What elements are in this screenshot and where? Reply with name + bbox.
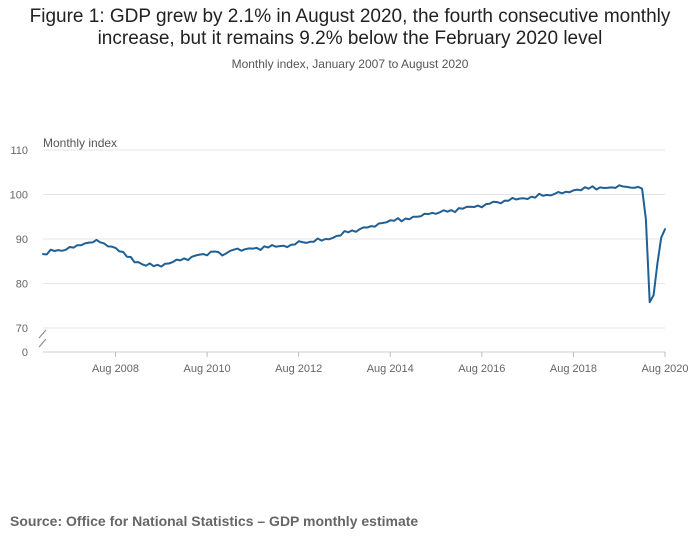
y-tick-label: 90: [16, 234, 28, 246]
series-group: [42, 184, 666, 304]
y-tick-label: 80: [16, 279, 28, 291]
axis-break-marker: [38, 329, 47, 348]
chart-title: Figure 1: GDP grew by 2.1% in August 202…: [29, 6, 671, 49]
source-note: Source: Office for National Statistics –…: [10, 513, 419, 529]
y-tick-label: 0: [22, 347, 28, 359]
x-tick-label: Aug 2014: [367, 363, 414, 375]
chart-subtitle: Monthly index, January 2007 to August 20…: [231, 57, 469, 71]
y-tick-label: 70: [16, 323, 28, 335]
y-tick-label: 100: [10, 190, 28, 202]
x-tick-label: Aug 2020: [641, 363, 688, 375]
y-axis-label: Monthly index: [43, 136, 117, 150]
x-tick-label: Aug 2010: [184, 363, 231, 375]
x-tick-label: Aug 2008: [92, 363, 139, 375]
x-tick-label: Aug 2012: [275, 363, 322, 375]
y-axis-ticks: 110 100 90 80 70 0: [10, 145, 28, 359]
gridlines: [43, 149, 665, 353]
axis-break-stroke: [38, 329, 47, 339]
gdp-series-line: [42, 184, 666, 304]
x-tick-label: Aug 2018: [550, 363, 597, 375]
x-axis-ticks: Aug 2008 Aug 2010 Aug 2012 Aug 2014 Aug 2016…: [92, 352, 689, 375]
x-tick-label: Aug 2016: [458, 363, 505, 375]
y-tick-label: 110: [10, 145, 28, 157]
axis-break-stroke: [38, 338, 47, 348]
